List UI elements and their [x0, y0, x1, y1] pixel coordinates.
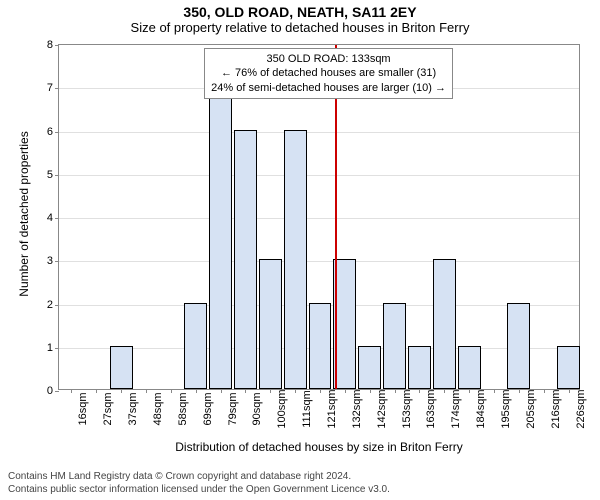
x-tick-label: 90sqm — [245, 392, 263, 425]
gridline — [59, 175, 579, 176]
y-tick-label: 3 — [47, 255, 59, 267]
page-title: 350, OLD ROAD, NEATH, SA11 2EY — [0, 0, 600, 20]
histogram-bar — [234, 130, 257, 390]
footer-line: Contains HM Land Registry data © Crown c… — [8, 470, 390, 483]
histogram-bar — [458, 346, 481, 389]
x-tick-label: 48sqm — [146, 392, 164, 425]
x-tick-label: 79sqm — [221, 392, 239, 425]
x-tick-label: 174sqm — [444, 389, 462, 428]
gridline — [59, 261, 579, 262]
histogram-bar — [358, 346, 381, 389]
y-tick-label: 8 — [47, 39, 59, 51]
annotation-line: ← 76% of detached houses are smaller (31… — [211, 66, 446, 80]
x-tick-label: 153sqm — [395, 389, 413, 428]
annotation-line: 24% of semi-detached houses are larger (… — [211, 81, 446, 95]
x-tick-label: 16sqm — [71, 392, 89, 425]
x-tick-label: 195sqm — [494, 389, 512, 428]
chart-container: { "title": "350, OLD ROAD, NEATH, SA11 2… — [0, 0, 600, 500]
histogram-bar — [309, 303, 332, 390]
x-tick-label: 226sqm — [569, 389, 587, 428]
y-tick-label: 6 — [47, 126, 59, 138]
y-tick-label: 2 — [47, 299, 59, 311]
y-tick-label: 1 — [47, 342, 59, 354]
annotation-line: 350 OLD ROAD: 133sqm — [211, 52, 446, 66]
y-tick-label: 7 — [47, 82, 59, 94]
x-tick-label: 121sqm — [320, 389, 338, 428]
histogram-bar — [408, 346, 431, 389]
x-tick-label: 132sqm — [345, 389, 363, 428]
footer-attribution: Contains HM Land Registry data © Crown c… — [8, 470, 390, 496]
histogram-bar — [507, 303, 530, 390]
x-tick-label: 142sqm — [370, 389, 388, 428]
x-tick-label: 100sqm — [270, 389, 288, 428]
page-subtitle: Size of property relative to detached ho… — [0, 20, 600, 35]
y-tick-label: 0 — [47, 385, 59, 397]
y-tick-label: 4 — [47, 212, 59, 224]
histogram-bar — [557, 346, 580, 389]
histogram-bar — [110, 346, 133, 389]
histogram-bar — [383, 303, 406, 390]
x-tick-label: 216sqm — [544, 389, 562, 428]
x-tick-label: 27sqm — [96, 392, 114, 425]
histogram-bar — [184, 303, 207, 390]
gridline — [59, 218, 579, 219]
y-axis-label: Number of detached properties — [17, 41, 31, 387]
x-tick-label: 205sqm — [519, 389, 537, 428]
histogram-bar — [284, 130, 307, 390]
x-tick-label: 37sqm — [121, 392, 139, 425]
x-tick-label: 69sqm — [196, 392, 214, 425]
footer-line: Contains public sector information licen… — [8, 483, 390, 496]
x-tick-label: 163sqm — [419, 389, 437, 428]
histogram-bar — [433, 259, 456, 389]
x-axis-label: Distribution of detached houses by size … — [58, 440, 580, 454]
y-tick-label: 5 — [47, 169, 59, 181]
x-tick-label: 111sqm — [295, 390, 313, 428]
x-tick-label: 58sqm — [171, 392, 189, 425]
histogram-bar — [259, 259, 282, 389]
gridline — [59, 132, 579, 133]
histogram-bar — [209, 86, 232, 389]
x-tick-label: 184sqm — [469, 389, 487, 428]
annotation-box: 350 OLD ROAD: 133sqm ← 76% of detached h… — [204, 48, 453, 99]
